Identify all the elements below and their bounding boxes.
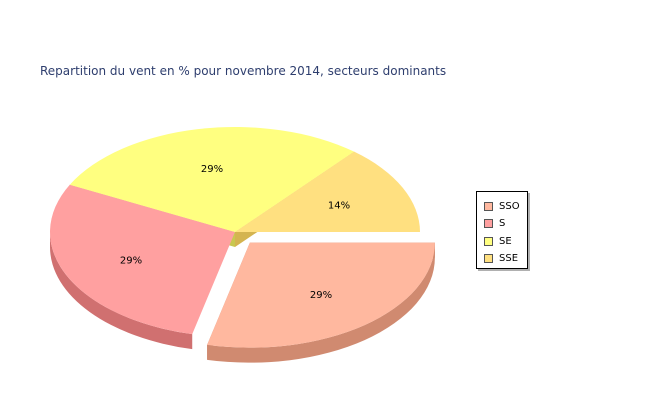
pie-slice-s: [49, 184, 235, 335]
legend-swatch-s: [484, 219, 493, 228]
pie-slice-sse: [235, 151, 420, 232]
legend-swatch-sso: [484, 201, 493, 211]
slice-label-s: 29%: [120, 255, 142, 266]
legend-swatch-sse: [484, 254, 493, 263]
legend-swatch-se: [484, 236, 493, 246]
pie-slice-side-s: [50, 232, 193, 350]
chart-title: Repartition du vent en % pour novembre 2…: [40, 64, 447, 78]
pie-slice-side-sso: [207, 242, 435, 363]
legend-label-se: SE: [499, 235, 512, 247]
chart-legend: SSO S SE SSE: [476, 191, 528, 269]
slice-label-sse: 14%: [328, 201, 350, 212]
slice-label-se: 29%: [201, 164, 223, 175]
legend-item-sse: SSE: [484, 252, 518, 266]
legend-label-s: S: [499, 218, 506, 229]
pie-slice-se: [69, 126, 355, 232]
legend-item-s: S: [484, 217, 505, 231]
pie-slice-sso: [207, 242, 435, 348]
legend-label-sse: SSE: [499, 253, 519, 264]
slice-label-sso: 29%: [310, 290, 332, 301]
legend-item-se: SE: [484, 234, 512, 248]
legend-item-sso: SSO: [484, 199, 520, 213]
legend-label-sso: SSO: [499, 200, 520, 212]
